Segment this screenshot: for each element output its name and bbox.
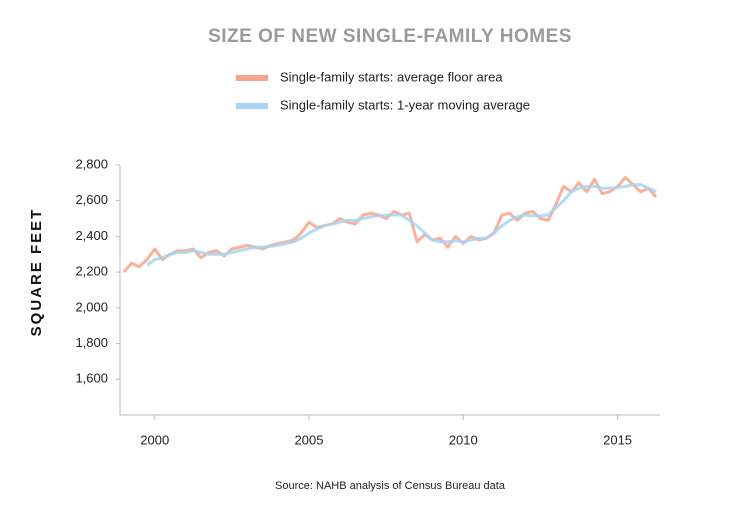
chart-title: SIZE OF NEW SINGLE-FAMILY HOMES — [208, 26, 572, 47]
series-line — [122, 176, 658, 274]
y-tick-label: 2,400 — [75, 228, 108, 243]
y-tick-label: 1,800 — [75, 335, 108, 350]
y-tick-label: 2,000 — [75, 299, 108, 314]
legend-label: Single-family starts: average floor area — [280, 69, 503, 84]
y-tick-label: 2,600 — [75, 192, 108, 207]
x-tick-label: 2000 — [140, 432, 169, 447]
x-tick-label: 2005 — [295, 432, 324, 447]
y-tick-label: 2,800 — [75, 156, 108, 171]
x-tick-label: 2010 — [449, 432, 478, 447]
y-tick-label: 2,200 — [75, 264, 108, 279]
y-tick-label: 1,600 — [75, 371, 108, 386]
legend-label: Single-family starts: 1-year moving aver… — [280, 97, 530, 112]
source-note: Source: NAHB analysis of Census Bureau d… — [275, 480, 506, 492]
y-axis-label: SQUARE FEET — [28, 208, 45, 337]
series-line — [146, 183, 657, 267]
x-tick-label: 2015 — [603, 432, 632, 447]
